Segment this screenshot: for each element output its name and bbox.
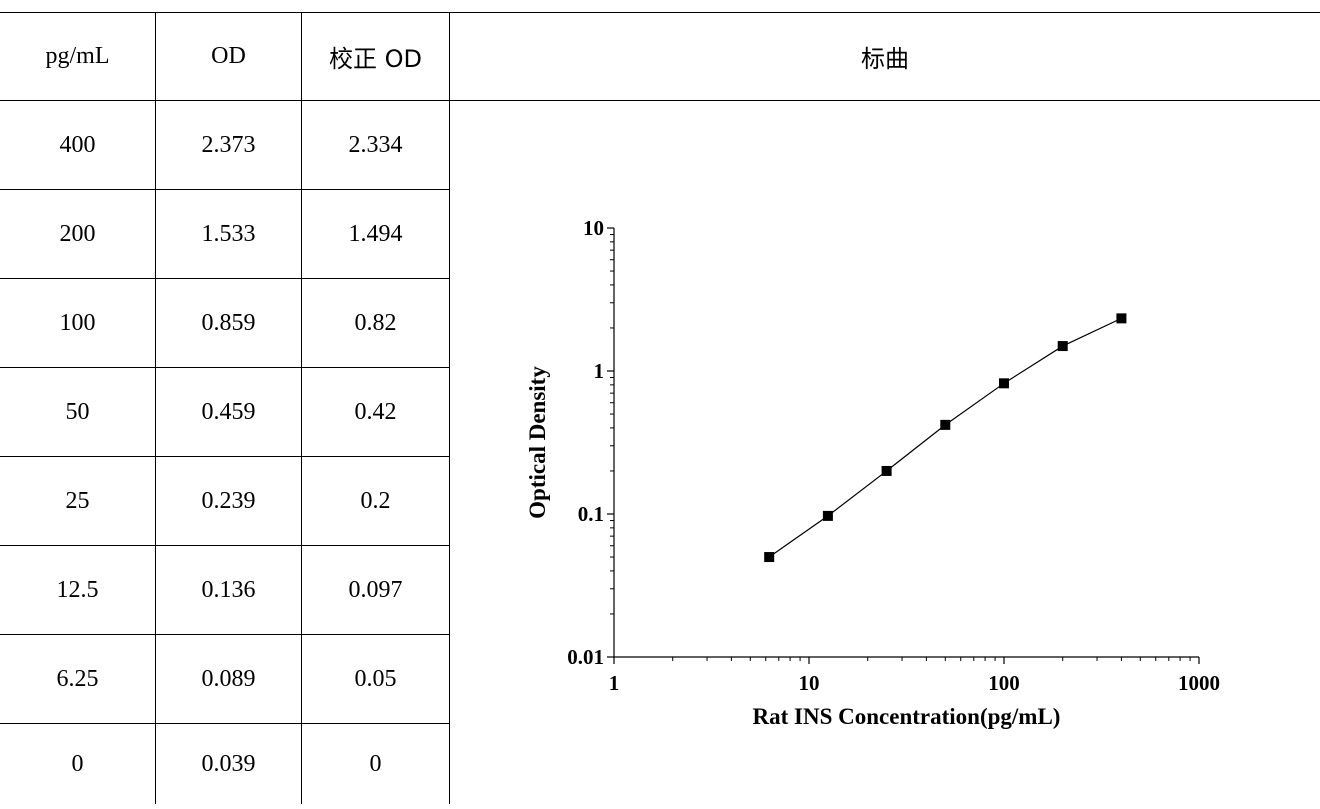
col-divider [301,12,302,804]
x-axis-title: Rat INS Concentration(pg/mL) [753,704,1061,729]
row-divider [0,545,450,546]
table-top-border [0,12,1320,13]
table-cell: 0.039 [201,750,256,777]
table-cell: 2.334 [348,131,403,158]
data-point-marker [822,510,833,521]
table-cell: 0.82 [354,309,397,336]
row-divider [0,634,450,635]
y-tick-label: 10 [583,216,604,240]
table-cell: 0 [71,750,84,777]
table-cell: 0.859 [201,309,256,336]
table-cell: 1.533 [201,220,256,247]
data-point-marker [1116,313,1127,324]
table-cell: 25 [65,487,90,514]
row-divider [0,367,450,368]
data-point-marker [999,378,1009,389]
table-cell: 12.5 [56,576,99,603]
data-point-marker [881,465,892,476]
col-divider [155,12,156,804]
table-cell: 400 [59,131,96,158]
x-tick-label: 1000 [1178,671,1220,695]
data-point-marker [1057,341,1068,352]
table-cell: 100 [59,309,96,336]
x-tick-label: 10 [799,671,820,695]
data-point-marker [940,419,951,430]
y-tick-label: 1 [594,359,605,383]
y-tick-label: 0.01 [567,645,604,669]
table-cell: 0.42 [354,398,397,425]
table-cell: 1.494 [348,220,403,247]
table-cell: 0.459 [201,398,256,425]
table-cell: 200 [59,220,96,247]
table-cell: 0.089 [201,665,256,692]
row-divider [0,189,450,190]
table-cell: 0.097 [348,576,403,603]
row-divider [0,723,450,724]
table-cell: 6.25 [56,665,99,692]
series-line [768,317,1122,558]
y-axis-title: Optical Density [525,366,550,519]
chart-svg: 1 10 100 1000 0.01 0.1 1 10 Rat INS Concentratio… [525,216,1220,729]
row-divider [0,278,450,279]
chart-header: 标曲 [861,45,909,73]
x-tick-label: 100 [988,671,1020,695]
row-divider [0,456,450,457]
table-cell: 0.2 [360,487,391,514]
y-tick-label: 0.1 [578,502,604,526]
table-cell: 2.373 [201,131,256,158]
x-tick-label: 1 [609,671,620,695]
standard-curve-chart: 1 10 100 1000 0.01 0.1 1 10 Rat INS Concentratio… [450,101,1320,804]
header-od: OD [211,43,246,69]
table-cell: 50 [65,398,90,425]
header-concentration: pg/mL [45,43,110,69]
table-cell: 0.239 [201,487,256,514]
table-cell: 0.05 [354,665,397,692]
table-cell: 0.136 [201,576,256,603]
table-cell: 0 [369,750,382,777]
data-point-marker [764,552,775,563]
header-corrected-od: 校正 OD [329,45,422,73]
header-bottom-border [0,100,1320,101]
col-divider [449,12,450,804]
